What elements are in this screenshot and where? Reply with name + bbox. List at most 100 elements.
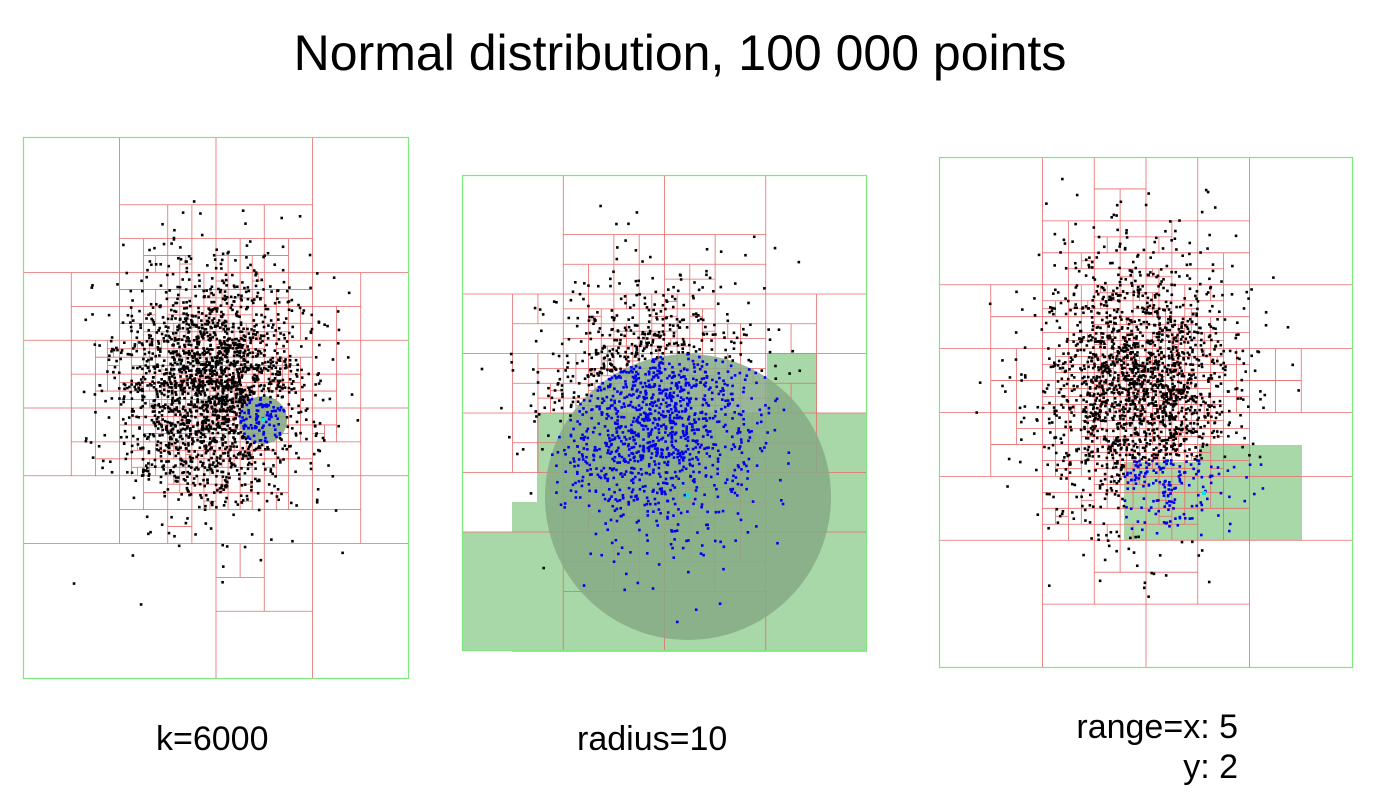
data-point <box>169 380 172 384</box>
data-point <box>186 356 190 360</box>
data-point <box>126 386 129 390</box>
kd-cells <box>23 137 409 679</box>
data-point <box>587 284 590 287</box>
data-point <box>119 351 123 355</box>
data-point <box>184 461 188 465</box>
data-point <box>161 409 164 413</box>
result-point <box>652 358 655 361</box>
data-point <box>179 434 183 438</box>
data-point <box>193 285 197 288</box>
data-point <box>648 332 651 335</box>
result-point <box>657 501 660 505</box>
data-point <box>157 329 160 332</box>
data-point <box>558 399 561 402</box>
data-point <box>188 326 192 329</box>
data-point <box>222 321 226 324</box>
result-point <box>720 407 723 411</box>
data-point <box>235 353 239 357</box>
data-point <box>255 367 259 370</box>
data-point <box>587 383 591 387</box>
data-point <box>595 353 598 356</box>
data-point <box>595 379 598 383</box>
result-point <box>582 398 586 402</box>
data-point <box>193 450 196 453</box>
data-point <box>139 603 143 606</box>
data-point <box>200 323 204 327</box>
data-point <box>242 351 245 354</box>
data-point <box>255 313 258 316</box>
result-point <box>640 424 643 427</box>
data-point <box>286 425 290 429</box>
data-point <box>255 374 259 378</box>
data-point <box>218 357 222 360</box>
data-point <box>186 470 190 474</box>
result-point <box>676 449 680 452</box>
result-point <box>623 460 627 464</box>
data-point <box>196 367 199 371</box>
result-point <box>636 396 639 400</box>
result-point <box>699 552 703 555</box>
data-point <box>635 211 639 214</box>
data-point <box>242 334 246 337</box>
data-point <box>302 309 306 312</box>
data-point <box>177 410 180 413</box>
data-point <box>106 370 109 373</box>
data-point <box>221 434 225 437</box>
data-point <box>614 368 618 372</box>
data-point <box>272 379 276 382</box>
result-point <box>656 451 659 454</box>
result-point <box>272 424 276 428</box>
data-point <box>274 452 277 455</box>
data-point <box>175 408 178 412</box>
data-point <box>129 390 133 394</box>
data-point <box>221 323 224 327</box>
data-point <box>140 342 144 345</box>
result-point <box>675 620 679 624</box>
result-point <box>698 367 702 371</box>
data-point <box>241 499 245 502</box>
data-point <box>237 343 240 346</box>
data-point <box>262 325 266 329</box>
result-point <box>655 454 658 458</box>
data-point <box>230 378 234 382</box>
data-point <box>250 480 253 484</box>
data-point <box>162 384 166 387</box>
data-point <box>232 436 235 439</box>
result-point <box>572 439 576 443</box>
data-point <box>221 408 225 411</box>
data-point <box>239 350 242 353</box>
result-point <box>700 365 704 368</box>
data-point <box>590 356 594 360</box>
data-point <box>148 432 152 436</box>
data-point <box>141 458 145 461</box>
data-point <box>182 301 185 304</box>
result-point <box>592 458 596 462</box>
result-point <box>627 454 631 457</box>
data-point <box>204 493 208 497</box>
result-point <box>256 409 260 413</box>
data-point <box>188 427 192 430</box>
data-point <box>203 349 206 353</box>
data-point <box>186 517 189 520</box>
result-point <box>604 472 608 476</box>
result-point <box>621 493 625 497</box>
result-point <box>739 413 743 417</box>
data-point <box>634 344 637 348</box>
result-point <box>652 468 655 472</box>
data-point <box>201 381 205 384</box>
result-point <box>556 480 559 484</box>
result-point <box>726 399 730 402</box>
result-point <box>646 417 650 421</box>
data-point <box>552 408 556 412</box>
data-point <box>161 428 164 432</box>
data-point <box>200 312 204 315</box>
result-point <box>710 397 714 401</box>
data-point <box>229 378 232 382</box>
data-point <box>243 435 246 439</box>
data-point <box>257 349 260 353</box>
data-point <box>199 460 202 464</box>
data-point <box>231 380 234 384</box>
result-point <box>721 360 725 364</box>
data-point <box>616 351 620 355</box>
data-point <box>258 384 261 388</box>
